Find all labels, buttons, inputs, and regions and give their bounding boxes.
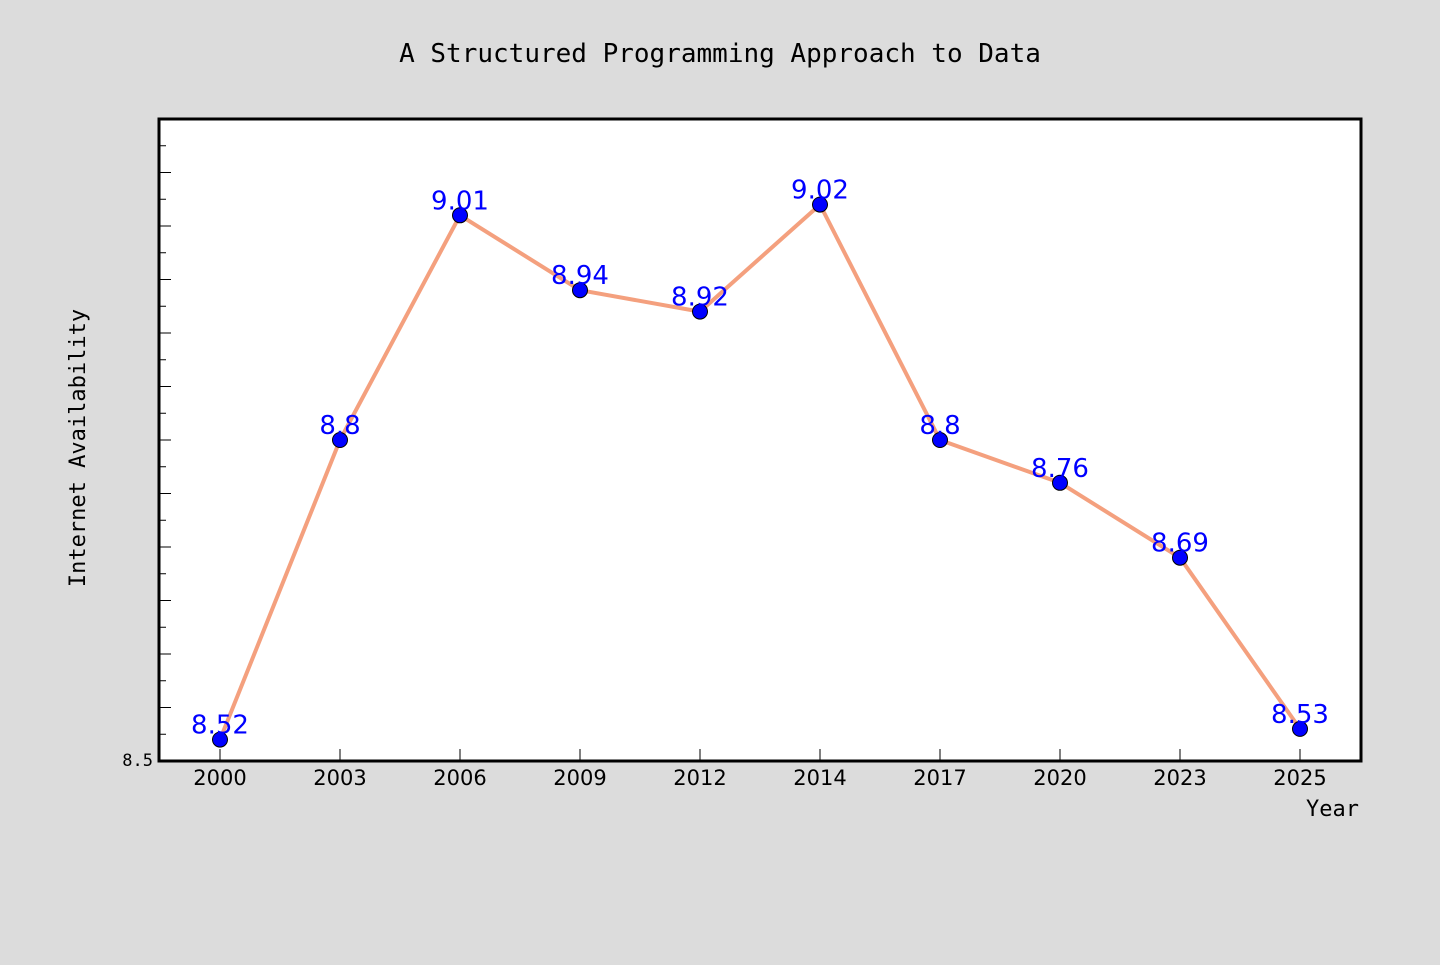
- y-tick-label: 8.5: [122, 751, 153, 771]
- x-tick-label: 2003: [313, 766, 366, 790]
- x-tick-label: 2017: [913, 766, 966, 790]
- data-point: [452, 207, 468, 224]
- x-tick-label: 2014: [793, 766, 846, 790]
- data-point: [812, 196, 828, 213]
- chart-title: A Structured Programming Approach to Dat…: [399, 39, 1041, 69]
- data-point: [932, 432, 948, 448]
- data-label: 9.01: [431, 186, 489, 216]
- data-label: 8.8: [919, 411, 960, 441]
- data-label: 8.8: [319, 411, 360, 441]
- x-axis-ticks: 2000 2003 2006 2009 2012 2014 2017 2020 2023 2025: [193, 749, 1327, 790]
- data-point: [692, 303, 708, 320]
- data-point: [572, 282, 588, 299]
- x-tick-label: 2006: [433, 766, 486, 790]
- x-tick-label: 2009: [553, 766, 606, 790]
- data-label: 8.76: [1031, 454, 1089, 484]
- y-axis-label: Internet Availability: [66, 309, 91, 587]
- x-tick-label: 2020: [1033, 766, 1086, 790]
- x-tick-label: 2000: [193, 766, 246, 790]
- series-layer: [212, 196, 1308, 748]
- x-axis-label: Year: [1306, 797, 1359, 822]
- data-label: 8.53: [1271, 700, 1329, 730]
- data-point: [1292, 720, 1308, 737]
- data-point: [332, 432, 348, 448]
- data-point: [1172, 549, 1188, 566]
- data-label: 8.52: [191, 711, 249, 741]
- data-label: 8.92: [671, 283, 729, 313]
- data-labels-layer: 8.52 8.8 9.01 8.94 8.92 9.02 8.8 8.76 8.69 8.53: [191, 176, 1329, 741]
- x-tick-label: 2023: [1153, 766, 1206, 790]
- data-point: [212, 731, 228, 748]
- data-label: 8.69: [1151, 529, 1209, 559]
- x-tick-label: 2012: [673, 766, 726, 790]
- series-line: [218, 202, 1302, 741]
- data-label: 9.02: [791, 176, 849, 206]
- plot-area: [157, 117, 1363, 763]
- x-tick-label: 2025: [1273, 766, 1326, 790]
- y-axis-ticks: [159, 118, 171, 735]
- data-label: 8.94: [551, 261, 609, 291]
- data-point: [1052, 474, 1068, 491]
